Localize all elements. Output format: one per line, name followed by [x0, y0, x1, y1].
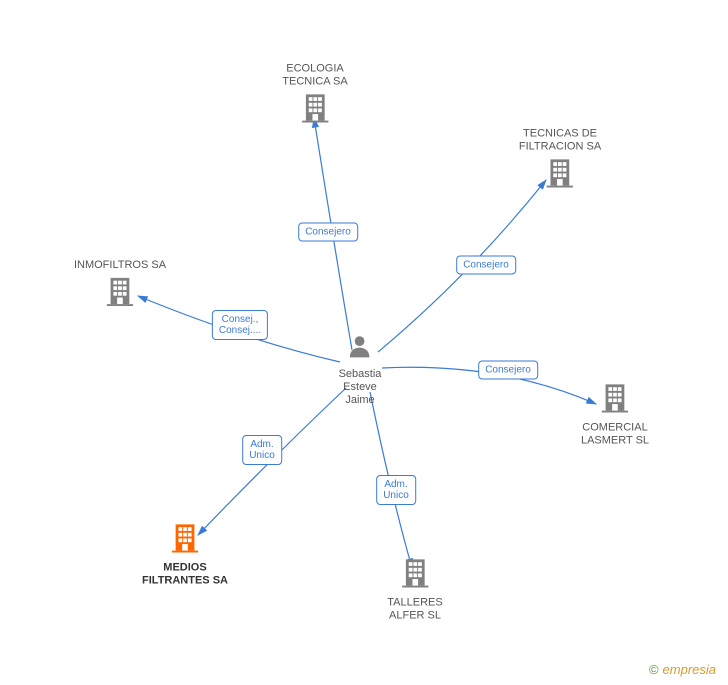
company-node-comercial-lasmert[interactable]: COMERCIAL LASMERT SL: [581, 383, 649, 448]
node-label: COMERCIAL LASMERT SL: [581, 422, 649, 448]
edge-label-tecnicas-filtracion: Consejero: [456, 256, 516, 275]
node-label: INMOFILTROS SA: [74, 259, 166, 272]
company-node-ecologia-tecnica[interactable]: ECOLOGIA TECNICA SA: [282, 63, 347, 128]
building-icon: [600, 383, 630, 413]
node-label: ECOLOGIA TECNICA SA: [282, 63, 347, 89]
building-icon: [300, 93, 330, 123]
edge-label-inmofiltros: Consej., Consej....: [212, 310, 268, 340]
edge-label-ecologia-tecnica: Consejero: [298, 223, 358, 242]
building-icon: [545, 158, 575, 188]
building-icon: [400, 558, 430, 588]
node-label: Sebastia Esteve Jaime: [339, 368, 382, 407]
company-node-inmofiltros[interactable]: INMOFILTROS SA: [74, 259, 166, 311]
building-icon: [170, 523, 200, 553]
edge-label-talleres-alfer: Adm. Unico: [376, 475, 416, 505]
node-label: TALLERES ALFER SL: [387, 597, 442, 623]
watermark-text: empresia: [663, 662, 716, 677]
company-node-talleres-alfer[interactable]: TALLERES ALFER SL: [387, 558, 442, 623]
node-label: MEDIOS FILTRANTES SA: [142, 562, 228, 588]
building-icon: [105, 276, 135, 306]
edge-label-comercial-lasmert: Consejero: [478, 361, 538, 380]
node-label: TECNICAS DE FILTRACION SA: [519, 128, 601, 154]
edge-label-medios-filtrantes: Adm. Unico: [242, 435, 282, 465]
person-icon: [347, 333, 373, 359]
copyright-symbol: ©: [649, 662, 659, 677]
company-node-tecnicas-filtracion[interactable]: TECNICAS DE FILTRACION SA: [519, 128, 601, 193]
company-node-medios-filtrantes[interactable]: MEDIOS FILTRANTES SA: [142, 523, 228, 588]
watermark: © empresia: [649, 662, 716, 677]
diagram-canvas: { "canvas": { "width": 728, "height": 68…: [0, 0, 728, 685]
center-person-node[interactable]: Sebastia Esteve Jaime: [339, 333, 382, 407]
